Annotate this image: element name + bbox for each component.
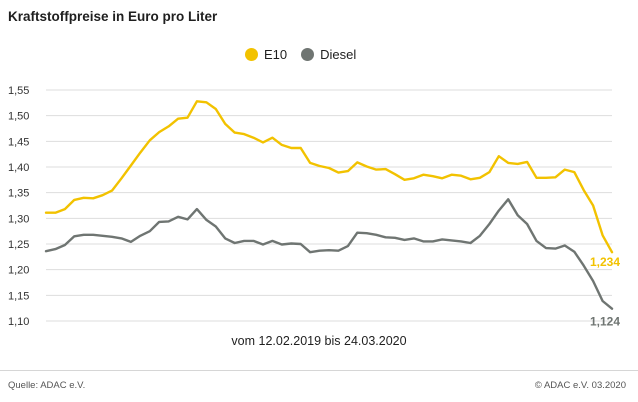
y-tick-label: 1,55 xyxy=(8,85,29,97)
legend-swatch-diesel xyxy=(301,47,315,61)
x-axis-caption: vom 12.02.2019 bis 24.03.2020 xyxy=(231,334,407,348)
y-tick-label: 1,50 xyxy=(8,111,29,123)
series-line-e10 xyxy=(44,100,614,254)
y-tick-label: 1,25 xyxy=(8,239,29,251)
legend-item-diesel: Diesel xyxy=(301,47,356,62)
series-line-diesel xyxy=(44,198,614,310)
y-tick-label: 1,15 xyxy=(8,290,29,302)
end-value-label-diesel: 1,124 xyxy=(590,315,620,329)
source-note: Quelle: ADAC e.V. xyxy=(8,380,86,391)
y-tick-label: 1,45 xyxy=(8,136,29,148)
legend-swatch-e10 xyxy=(245,47,258,61)
y-tick-label: 1,10 xyxy=(8,316,29,328)
footer-divider xyxy=(0,370,638,371)
y-tick-label: 1,35 xyxy=(8,188,29,200)
legend-label-e10: E10 xyxy=(264,46,288,62)
copyright-note: © ADAC e.V. 03.2020 xyxy=(534,380,626,391)
legend: E10 Diesel xyxy=(245,45,370,63)
y-tick-label: 1,30 xyxy=(8,213,29,225)
y-tick-label: 1,40 xyxy=(8,162,29,174)
end-value-label-e10: 1,234 xyxy=(590,255,620,269)
legend-item-e10: E10 xyxy=(245,47,287,62)
legend-label-diesel: Diesel xyxy=(320,46,357,62)
y-tick-label: 1,20 xyxy=(8,265,29,277)
chart-title: Kraftstoffpreise in Euro pro Liter xyxy=(8,9,218,24)
